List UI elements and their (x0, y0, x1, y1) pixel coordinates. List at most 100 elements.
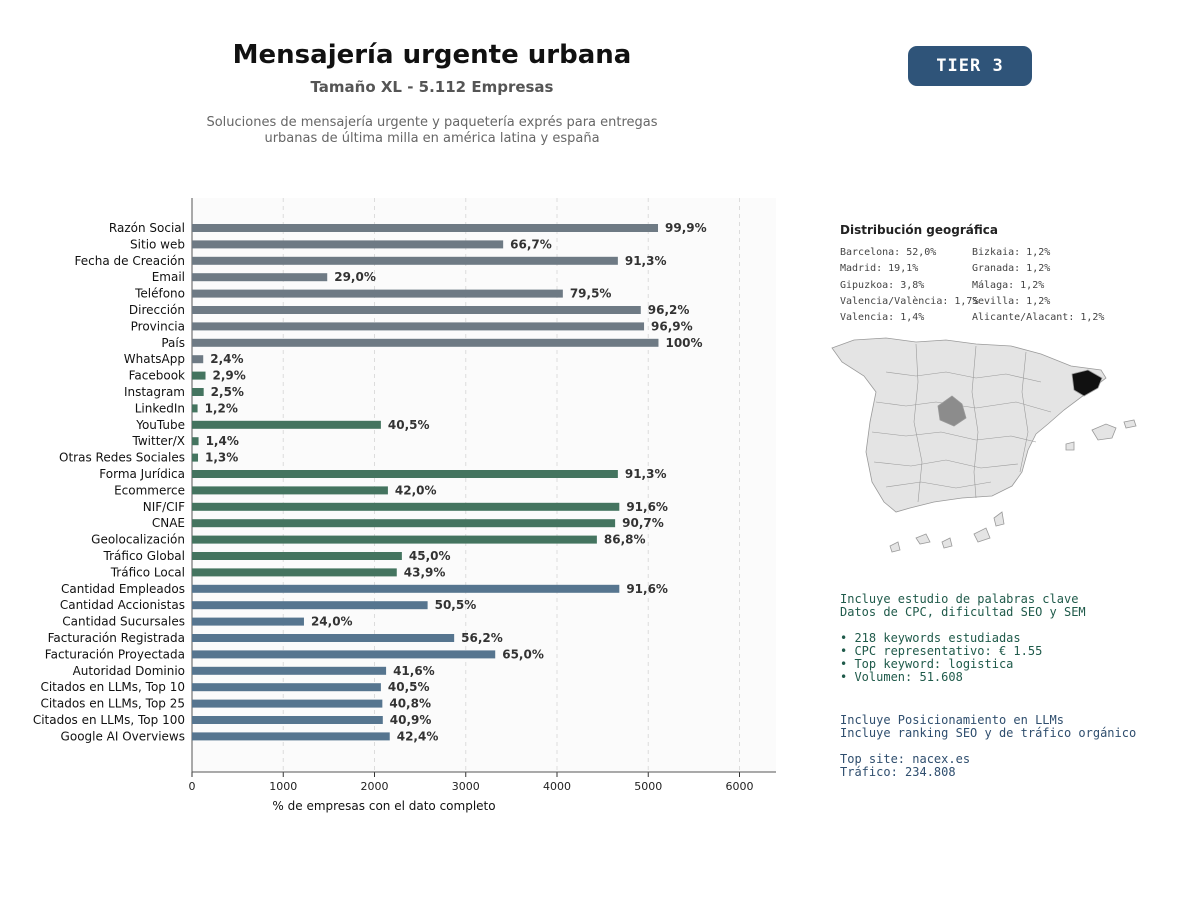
data-label: 41,6% (393, 664, 435, 678)
geo-item: Alicante/Alacant: 1,2% (972, 312, 1105, 323)
bar (192, 437, 199, 446)
geo-item: Valencia/València: 1,7% (840, 296, 979, 307)
llm-line: Top site: nacex.es (840, 752, 971, 766)
bar (192, 732, 390, 741)
data-label: 29,0% (334, 270, 376, 284)
geo-item: Barcelona: 52,0% (840, 247, 937, 258)
category-label: Facturación Registrada (48, 631, 185, 645)
data-label: 66,7% (510, 237, 552, 251)
llm-line: Incluye ranking SEO y de tráfico orgánic… (840, 726, 1137, 740)
data-label: 91,3% (625, 467, 667, 481)
province-border (885, 481, 992, 489)
llm-line: Incluye Posicionamiento en LLMs (840, 713, 1064, 727)
category-label: Cantidad Accionistas (60, 598, 185, 612)
bar (192, 486, 388, 495)
data-label: 42,4% (397, 729, 439, 743)
x-tick-label: 5000 (634, 780, 662, 793)
category-label: Otras Redes Sociales (59, 451, 185, 465)
province-border (971, 345, 979, 499)
data-label: 1,4% (206, 434, 239, 448)
data-label: 24,0% (311, 615, 353, 629)
province-border (873, 459, 1019, 469)
x-axis-label: % de empresas con el dato completo (272, 799, 495, 813)
category-label: Instagram (124, 385, 185, 399)
category-label: Cantidad Sucursales (62, 615, 185, 629)
data-label: 99,9% (665, 221, 707, 235)
data-label: 91,6% (626, 500, 668, 514)
geo-item: Madrid: 19,1% (840, 263, 919, 274)
category-label: Citados en LLMs, Top 10 (40, 680, 185, 694)
data-label: 96,9% (651, 319, 693, 333)
x-tick-label: 4000 (543, 780, 571, 793)
data-label: 40,8% (389, 697, 431, 711)
data-label: 43,9% (404, 565, 446, 579)
category-label: Citados en LLMs, Top 100 (33, 713, 185, 727)
llm-line: Tráfico: 234.808 (840, 765, 956, 779)
x-tick-label: 6000 (726, 780, 754, 793)
category-label: Email (152, 270, 185, 284)
tier-badge: TIER 3 (908, 46, 1032, 86)
data-label: 91,3% (625, 254, 667, 268)
geo-item: Sevilla: 1,2% (972, 296, 1051, 307)
bar (192, 502, 620, 511)
geo-item: Bizkaia: 1,2% (972, 247, 1051, 258)
geo-item: Valencia: 1,4% (840, 312, 925, 323)
description-line-2: urbanas de última milla en américa latin… (264, 131, 600, 146)
x-tick-label: 0 (189, 780, 196, 793)
keywords-info: Incluye estudio de palabras clave Datos … (840, 593, 1086, 684)
data-label: 91,6% (626, 582, 668, 596)
bar (192, 306, 641, 314)
bar (192, 535, 597, 544)
region-barcelona (1071, 369, 1103, 397)
bar-chart: 0 1000 2000 3000 4000 5000 6000 Razón Social 99,… (33, 198, 776, 813)
bar (192, 420, 381, 429)
category-label: Facebook (129, 369, 185, 383)
geo-item: Gipuzkoa: 3,8% (840, 280, 925, 291)
data-label: 42,0% (395, 483, 437, 497)
bar (192, 699, 383, 708)
keywords-line: • Volumen: 51.608 (840, 670, 963, 684)
keywords-line: Datos de CPC, dificultad SEO y SEM (840, 605, 1086, 619)
keywords-line: • 218 keywords estudiadas (840, 631, 1021, 645)
province-border (913, 343, 923, 503)
spain-map (831, 337, 1137, 553)
category-label: CNAE (152, 516, 185, 530)
keywords-line: Incluye estudio de palabras clave (840, 592, 1079, 606)
category-label: Tráfico Global (103, 549, 185, 563)
bar (192, 273, 328, 282)
bar (192, 683, 381, 692)
bar (192, 666, 387, 675)
data-label: 50,5% (435, 598, 477, 612)
bar (192, 519, 616, 528)
data-label: 90,7% (622, 516, 664, 530)
data-label: 40,5% (388, 418, 430, 432)
keywords-line: • CPC representativo: € 1.55 (840, 644, 1043, 658)
data-label: 56,2% (461, 631, 503, 645)
menorca (1123, 419, 1137, 429)
data-label: 100% (665, 336, 702, 350)
category-label: Geolocalización (91, 533, 185, 547)
x-tick-label: 3000 (452, 780, 480, 793)
category-label: País (161, 336, 185, 350)
data-label: 96,2% (648, 303, 690, 317)
category-label: Tráfico Local (110, 565, 185, 579)
bar (192, 650, 496, 659)
category-label: Twitter/X (132, 434, 185, 448)
category-label: Teléfono (134, 287, 185, 301)
bar (192, 634, 455, 642)
region-madrid (937, 395, 967, 427)
bar (192, 716, 383, 724)
mallorca (1091, 423, 1117, 441)
data-label: 1,2% (205, 401, 238, 415)
data-label: 79,5% (570, 287, 612, 301)
bar (192, 552, 402, 560)
province-border (1019, 351, 1029, 473)
bar (192, 355, 204, 364)
data-label: 86,8% (604, 533, 646, 547)
province-border (871, 431, 1037, 443)
bar (192, 470, 618, 478)
data-label: 2,5% (211, 385, 244, 399)
description-line-1: Soluciones de mensajería urgente y paque… (206, 115, 658, 130)
bar (192, 240, 504, 249)
data-label: 65,0% (502, 647, 544, 661)
